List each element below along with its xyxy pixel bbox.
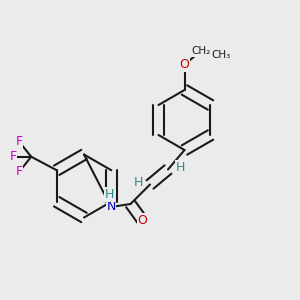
Text: CH₂: CH₂	[191, 46, 211, 56]
Text: O: O	[138, 214, 147, 227]
Text: F: F	[10, 150, 17, 163]
Text: CH₃: CH₃	[211, 50, 230, 60]
Text: H: H	[176, 160, 185, 174]
Text: H: H	[134, 176, 143, 189]
Text: F: F	[16, 165, 23, 178]
Text: O: O	[180, 58, 189, 71]
Text: F: F	[16, 135, 23, 148]
Text: H: H	[105, 188, 114, 201]
Text: N: N	[106, 200, 116, 214]
